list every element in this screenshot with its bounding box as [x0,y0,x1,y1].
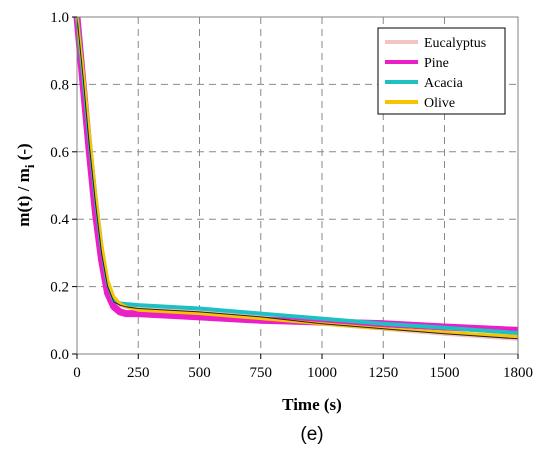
legend-label-eucalyptus: Eucalyptus [424,36,486,51]
y-tick-label: 0.4 [50,212,69,228]
y-tick-label: 0.8 [50,77,69,93]
y-tick-label: 0.0 [50,347,69,363]
x-tick-label: 0 [73,365,81,381]
y-axis-title-main: m(t) / m [14,168,33,227]
x-tick-label: 750 [250,365,273,381]
grid-lines [77,17,518,354]
legend-label-pine: Pine [424,56,449,71]
x-tick-label: 500 [188,365,211,381]
x-axis-ticks: 0 250 500 750 1000 1250 1500 1800 [73,354,533,381]
y-tick-label: 0.6 [50,145,69,161]
y-axis-title-suffix: (-) [14,143,33,164]
x-tick-label: 1000 [307,365,337,381]
trend-line [76,16,519,340]
panel-label: (e) [300,424,323,445]
y-axis-title: m(t) / mi (-) [14,143,37,226]
y-tick-label: 0.2 [50,280,69,296]
x-tick-label: 1800 [503,365,533,381]
legend-label-olive: Olive [424,96,455,111]
x-axis-title: Time (s) [282,395,342,414]
legend-label-acacia: Acacia [424,76,464,91]
y-axis-title-subscript: i [22,164,37,168]
legend: Eucalyptus Pine Acacia Olive [377,27,506,115]
y-tick-label: 1.0 [50,10,69,26]
x-tick-label: 1500 [430,365,460,381]
plot-frame [76,16,519,355]
x-tick-label: 1250 [368,365,398,381]
x-tick-label: 250 [127,365,150,381]
series-layer [73,16,519,341]
y-axis-ticks: 0.0 0.2 0.4 0.6 0.8 1.0 [50,10,77,363]
